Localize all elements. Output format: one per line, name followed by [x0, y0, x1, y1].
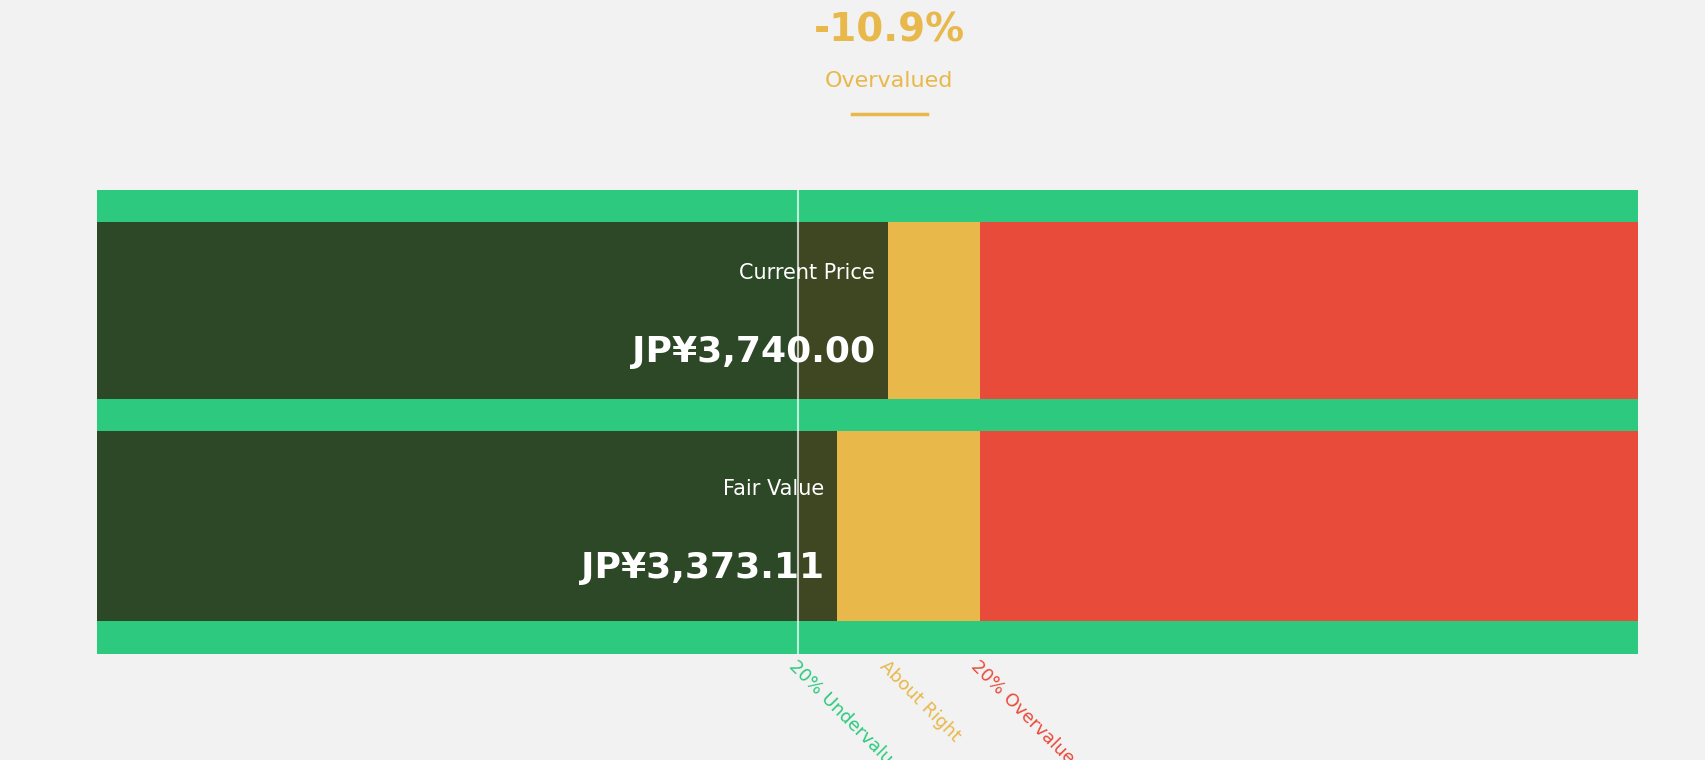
Text: Current Price: Current Price — [738, 264, 875, 283]
Text: JP¥3,373.11: JP¥3,373.11 — [581, 551, 824, 585]
Text: 20% Overvalued: 20% Overvalued — [967, 657, 1084, 760]
Text: About Right: About Right — [876, 657, 963, 746]
Bar — [97, 621, 1637, 654]
Bar — [97, 431, 835, 621]
Bar — [97, 223, 887, 398]
Bar — [979, 190, 1637, 654]
Text: JP¥3,740.00: JP¥3,740.00 — [633, 335, 875, 369]
Text: Overvalued: Overvalued — [825, 71, 953, 91]
Bar — [97, 190, 798, 654]
Text: -10.9%: -10.9% — [813, 11, 963, 49]
Bar — [97, 398, 1637, 431]
Text: 20% Undervalued: 20% Undervalued — [784, 657, 912, 760]
Bar — [798, 190, 979, 654]
Text: Fair Value: Fair Value — [723, 479, 824, 499]
Bar — [97, 190, 1637, 223]
